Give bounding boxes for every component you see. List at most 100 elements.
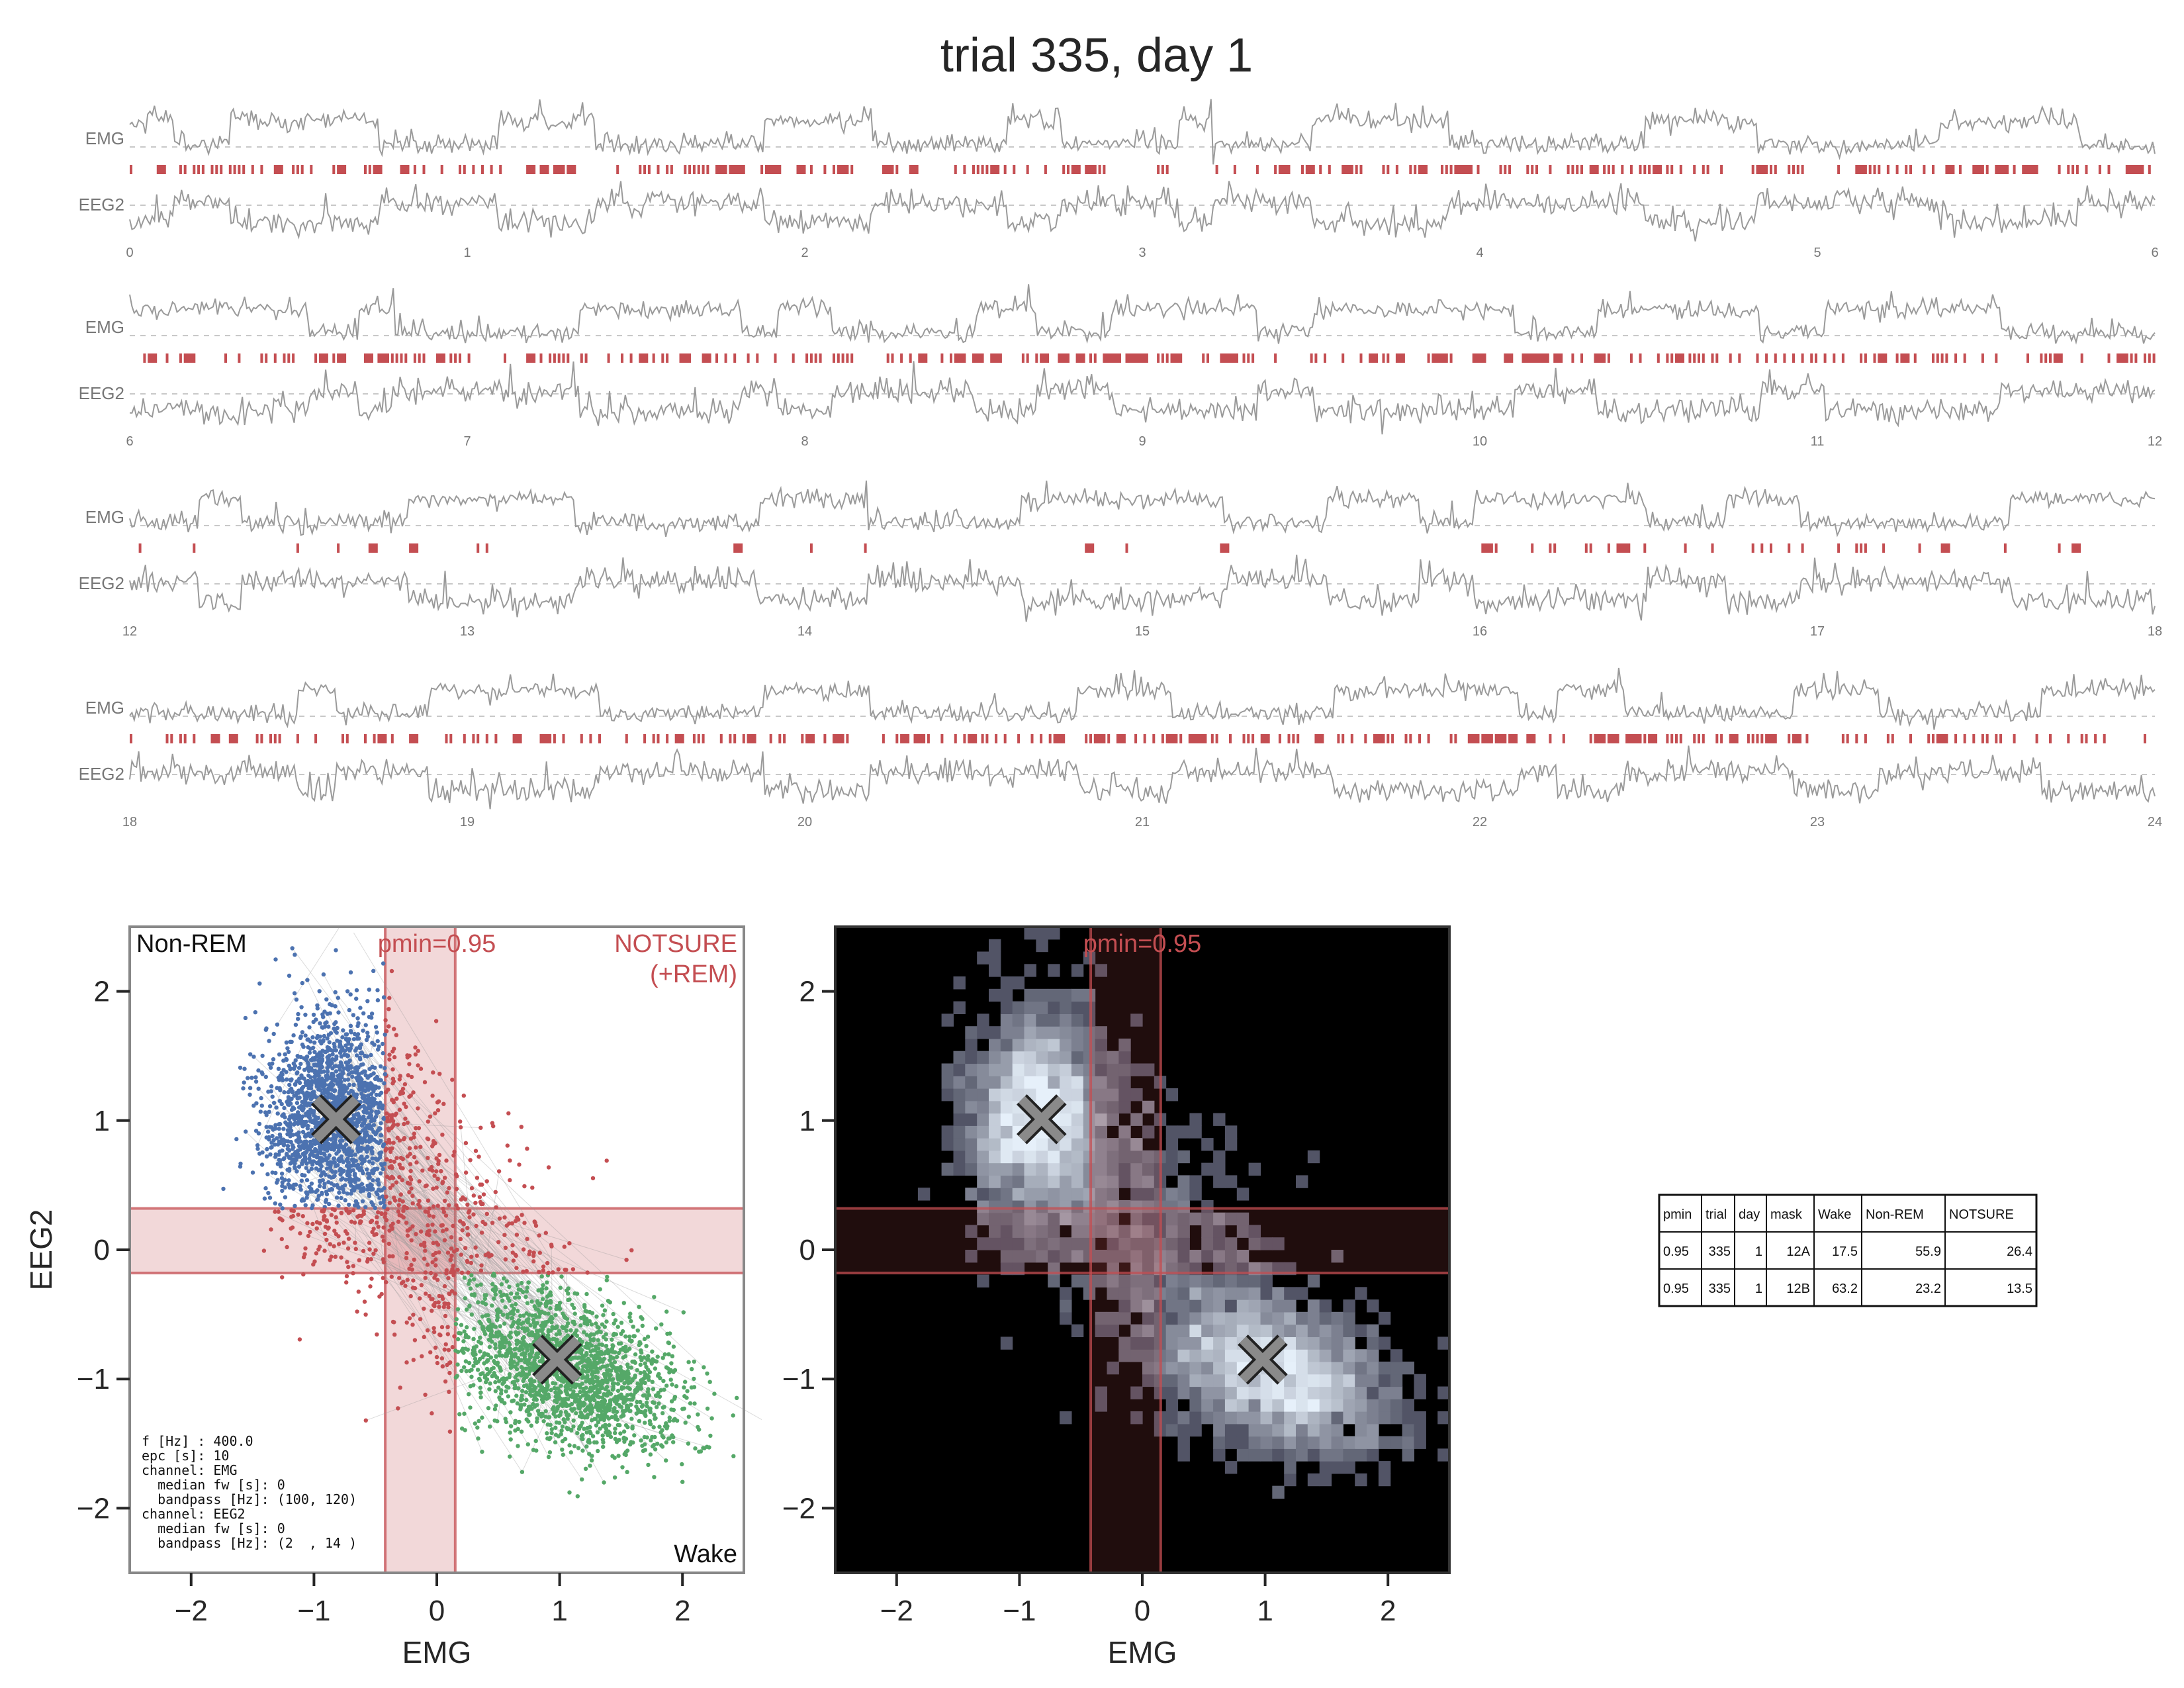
hour-tick-label: 23 xyxy=(1810,815,1825,829)
scatter-point xyxy=(586,1369,590,1374)
notsure-marker xyxy=(1864,734,1867,743)
notsure-marker xyxy=(1684,543,1687,553)
notsure-marker xyxy=(625,734,628,743)
notsure-marker xyxy=(2067,734,2070,743)
notsure-marker xyxy=(954,165,957,174)
notsure-marker xyxy=(1165,734,1175,743)
notsure-marker xyxy=(1945,353,1948,363)
scatter-point xyxy=(645,1375,651,1380)
scatter-point xyxy=(326,1064,331,1069)
scatter-point xyxy=(308,1107,313,1112)
scatter-point xyxy=(612,1407,616,1411)
scatter-point xyxy=(328,1031,334,1036)
scatter-point xyxy=(507,1375,512,1380)
scatter-point xyxy=(647,1393,651,1397)
scatter-point xyxy=(633,1375,637,1380)
scatter-point xyxy=(293,1203,297,1209)
scatter-point xyxy=(248,1086,253,1090)
notsure-marker xyxy=(2071,543,2081,553)
scatter-point xyxy=(634,1404,639,1409)
notsure-marker xyxy=(1603,353,1606,363)
scatter-point xyxy=(328,1011,332,1016)
scatter-point xyxy=(404,1250,409,1256)
scatter-point xyxy=(465,1260,470,1264)
scatter-point xyxy=(410,1224,415,1229)
scatter-point xyxy=(328,1258,332,1262)
scatter-point xyxy=(545,1431,549,1436)
notsure-marker xyxy=(1670,734,1674,743)
emg-channel-label: EMG xyxy=(85,698,124,718)
scatter-point xyxy=(334,1048,338,1053)
scatter-point xyxy=(258,1109,263,1114)
scatter-point xyxy=(387,1113,392,1118)
scatter-point xyxy=(481,1192,486,1197)
scatter-point xyxy=(304,1103,309,1108)
notsure-marker xyxy=(1247,353,1250,363)
notsure-marker xyxy=(684,165,687,174)
scatter-point xyxy=(490,1282,495,1287)
notsure-marker xyxy=(738,165,741,174)
scatter-point xyxy=(572,1305,576,1311)
scatter-point xyxy=(463,1197,468,1201)
scatter-point xyxy=(400,1178,404,1183)
scatter-point xyxy=(696,1412,700,1417)
notsure-marker xyxy=(197,165,201,174)
scatter-point xyxy=(349,1043,354,1047)
scatter-point xyxy=(287,973,292,978)
scatter-point xyxy=(657,1401,661,1406)
scatter-point xyxy=(336,1163,340,1168)
notsure-marker xyxy=(1067,353,1069,363)
scatter-point xyxy=(549,1427,554,1432)
notsure-marker xyxy=(895,165,899,174)
scatter-point xyxy=(594,1344,598,1349)
scatter-point xyxy=(543,1323,547,1327)
scatter-point xyxy=(384,1217,389,1223)
scatter-point xyxy=(535,1419,539,1424)
scatter-point xyxy=(282,1156,287,1160)
scatter-point xyxy=(620,1329,625,1334)
scatter-point xyxy=(332,1041,336,1047)
notsure-marker xyxy=(1580,165,1583,174)
notsure-marker xyxy=(1531,543,1534,553)
notsure-marker xyxy=(390,734,394,743)
scatter-point xyxy=(303,1033,308,1038)
scatter-point xyxy=(635,1368,639,1373)
scatter-point xyxy=(293,1164,297,1170)
notsure-marker xyxy=(1643,165,1647,174)
scatter-point xyxy=(361,1209,366,1214)
scatter-point xyxy=(403,1116,408,1121)
scatter-point xyxy=(418,1229,424,1234)
scatter-point xyxy=(367,1159,372,1164)
scatter-point xyxy=(405,1233,410,1238)
scatter-point xyxy=(443,1213,449,1218)
notsure-marker xyxy=(463,165,466,174)
notsure-marker xyxy=(345,734,349,743)
scatter-point xyxy=(660,1444,665,1449)
scatter-point xyxy=(400,1086,406,1092)
scatter-point xyxy=(295,1169,299,1174)
scatter-point xyxy=(354,1046,359,1051)
scatter-point xyxy=(462,1365,467,1370)
notsure-marker xyxy=(1494,543,1498,553)
notsure-marker xyxy=(2107,353,2111,363)
emg-trace xyxy=(129,667,2156,730)
scatter-point xyxy=(289,1214,294,1219)
notsure-marker xyxy=(1247,734,1250,743)
scatter-point xyxy=(616,1350,621,1356)
scatter-point xyxy=(475,1368,480,1372)
scatter-point xyxy=(610,1415,614,1420)
scatter-point xyxy=(556,1267,561,1272)
scatter-point xyxy=(341,1241,346,1245)
notsure-marker xyxy=(1535,165,1538,174)
notsure-marker xyxy=(1549,165,1552,174)
scatter-point xyxy=(356,1072,361,1077)
notsure-marker xyxy=(900,353,903,363)
scatter-point xyxy=(404,1256,409,1260)
scatter-point xyxy=(537,1315,542,1319)
notsure-marker xyxy=(1788,734,1791,743)
scatter-point xyxy=(590,1311,595,1315)
scatter-point xyxy=(594,1384,598,1389)
notsure-marker xyxy=(1679,353,1682,363)
notsure-marker xyxy=(1765,734,1775,743)
scatter-point xyxy=(565,1403,569,1408)
